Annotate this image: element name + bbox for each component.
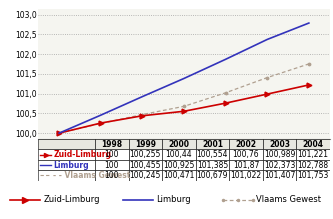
Bar: [195, 149, 229, 160]
Bar: [38, 160, 95, 170]
Text: 100,554: 100,554: [197, 150, 228, 159]
Text: 102,373: 102,373: [264, 161, 295, 170]
Text: 101,407: 101,407: [264, 171, 295, 180]
Text: 2000: 2000: [168, 140, 189, 149]
Text: 100,989: 100,989: [264, 150, 295, 159]
Bar: [129, 170, 162, 181]
Bar: [162, 149, 195, 160]
Bar: [162, 139, 195, 149]
Bar: [162, 170, 195, 181]
Text: 100,245: 100,245: [130, 171, 161, 180]
Bar: [229, 170, 263, 181]
Bar: [229, 149, 263, 160]
Bar: [38, 149, 95, 160]
Text: 100,76: 100,76: [232, 150, 259, 159]
Bar: [95, 160, 129, 170]
Bar: [195, 170, 229, 181]
Text: 100: 100: [105, 161, 119, 170]
Text: 100,925: 100,925: [163, 161, 194, 170]
Text: Zuid-Limburg: Zuid-Limburg: [43, 195, 100, 204]
Text: 1999: 1999: [135, 140, 156, 149]
Bar: [195, 160, 229, 170]
Bar: [296, 170, 330, 181]
Bar: [129, 139, 162, 149]
Text: 101,221: 101,221: [297, 150, 328, 159]
Bar: [263, 170, 296, 181]
Text: 1998: 1998: [101, 140, 123, 149]
Text: 102,788: 102,788: [297, 161, 328, 170]
Bar: [38, 170, 95, 181]
Text: 101,753: 101,753: [297, 171, 329, 180]
Text: 100,455: 100,455: [130, 161, 161, 170]
Text: 2001: 2001: [202, 140, 223, 149]
Text: 100,679: 100,679: [197, 171, 228, 180]
Text: 100: 100: [105, 171, 119, 180]
Text: - - Vlaams Gewest: - - Vlaams Gewest: [53, 171, 131, 180]
Text: 2004: 2004: [302, 140, 323, 149]
Bar: [129, 149, 162, 160]
Text: 100: 100: [105, 150, 119, 159]
Bar: [263, 160, 296, 170]
Bar: [95, 149, 129, 160]
Text: Vlaams Gewest: Vlaams Gewest: [256, 195, 321, 204]
Bar: [296, 139, 330, 149]
Bar: [95, 139, 129, 149]
Bar: [229, 139, 263, 149]
Bar: [296, 160, 330, 170]
Bar: [38, 139, 95, 149]
Bar: [263, 149, 296, 160]
Text: 2003: 2003: [269, 140, 290, 149]
Text: 100,255: 100,255: [130, 150, 161, 159]
Text: Limburg: Limburg: [53, 161, 89, 170]
Text: 101,87: 101,87: [233, 161, 259, 170]
Bar: [229, 160, 263, 170]
Text: 101,022: 101,022: [230, 171, 261, 180]
Bar: [263, 139, 296, 149]
Text: Zuid-Limburg: Zuid-Limburg: [53, 150, 112, 159]
Bar: [162, 160, 195, 170]
Text: Limburg: Limburg: [157, 195, 191, 204]
Text: 100,471: 100,471: [163, 171, 194, 180]
Bar: [95, 170, 129, 181]
Bar: [195, 139, 229, 149]
Text: 100,44: 100,44: [166, 150, 192, 159]
Bar: [296, 149, 330, 160]
Text: 101,385: 101,385: [197, 161, 228, 170]
Bar: [129, 160, 162, 170]
Text: 2002: 2002: [235, 140, 256, 149]
